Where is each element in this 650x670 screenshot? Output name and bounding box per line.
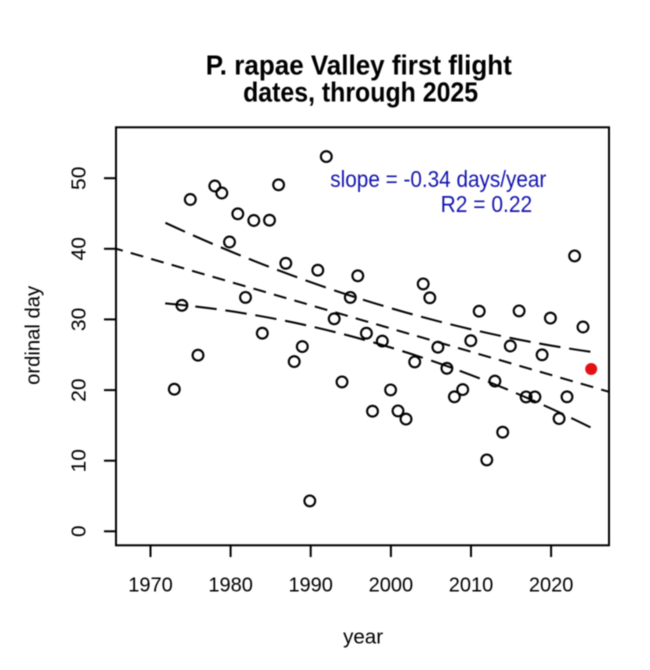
svg-text:slope = -0.34 days/year: slope = -0.34 days/year xyxy=(330,166,546,192)
svg-text:30: 30 xyxy=(69,308,91,332)
svg-text:2000: 2000 xyxy=(369,575,414,597)
svg-text:0: 0 xyxy=(69,526,91,538)
svg-text:2020: 2020 xyxy=(529,575,574,597)
svg-text:1990: 1990 xyxy=(288,575,333,597)
svg-text:1980: 1980 xyxy=(208,575,253,597)
svg-text:10: 10 xyxy=(69,449,91,473)
svg-text:2010: 2010 xyxy=(449,575,494,597)
svg-text:year: year xyxy=(343,626,383,648)
svg-text:20: 20 xyxy=(69,378,91,402)
svg-text:dates, through 2025: dates, through 2025 xyxy=(243,76,478,107)
svg-text:P. rapae Valley first flight: P. rapae Valley first flight xyxy=(206,49,512,80)
svg-text:50: 50 xyxy=(69,166,91,190)
svg-text:40: 40 xyxy=(69,237,91,260)
svg-text:ordinal day: ordinal day xyxy=(23,286,45,385)
svg-text:1970: 1970 xyxy=(128,575,173,597)
svg-text:R2 = 0.22: R2 = 0.22 xyxy=(441,191,533,217)
